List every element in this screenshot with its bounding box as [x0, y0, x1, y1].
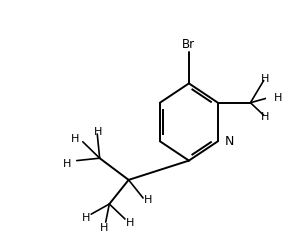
- Text: H: H: [274, 93, 282, 103]
- Text: H: H: [261, 112, 269, 122]
- Text: Br: Br: [182, 38, 196, 51]
- Text: H: H: [100, 223, 109, 233]
- Text: H: H: [126, 218, 134, 228]
- Text: H: H: [144, 195, 152, 205]
- Text: H: H: [94, 127, 103, 137]
- Text: N: N: [225, 135, 234, 148]
- Text: H: H: [71, 134, 80, 144]
- Text: H: H: [82, 214, 91, 224]
- Text: H: H: [261, 74, 269, 84]
- Text: H: H: [63, 159, 71, 169]
